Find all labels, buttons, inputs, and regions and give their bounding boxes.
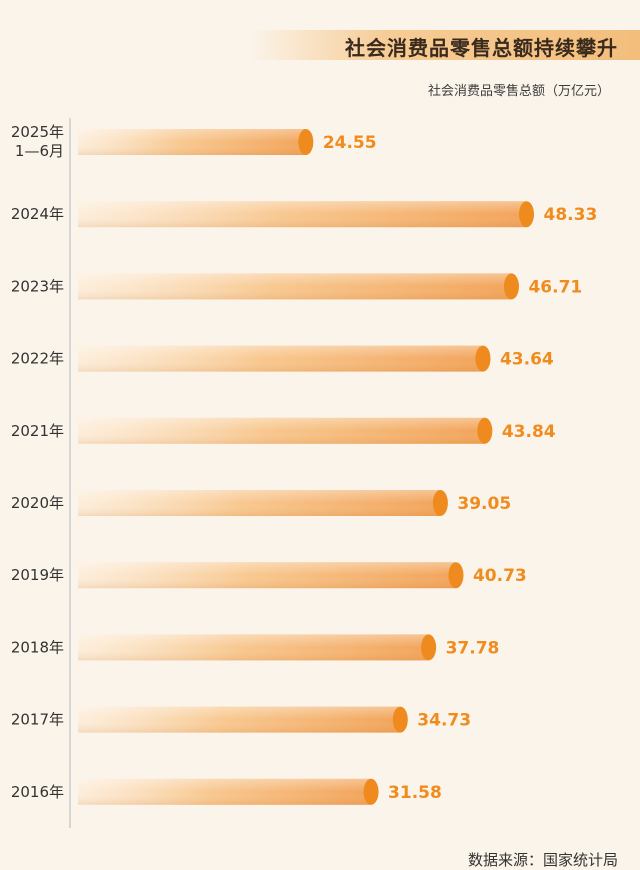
bar-row: 2023年 46.71 [11,273,582,300]
bar-shade [78,273,512,300]
bar-shade [78,778,372,805]
bar-cap [421,634,437,661]
bar-shade [78,417,485,444]
bar-cap [392,706,408,733]
bar-cap [432,490,448,516]
value-label: 24.55 [323,133,377,153]
category-label: 2018年 [11,638,64,656]
bar-cap [475,345,491,372]
category-label: 2025年 1—6月 [11,123,64,160]
category-label: 2024年 [11,205,64,223]
category-label: 2023年 [11,277,64,295]
bar-shade [78,201,527,228]
bar-cap [363,778,379,805]
value-label: 43.84 [502,422,556,442]
bar-shade [78,490,441,516]
bar-row: 2018年 37.78 [11,634,500,661]
value-label: 40.73 [473,566,527,586]
value-label: 37.78 [446,638,500,658]
bar-cap [448,562,464,589]
bar-shade [78,634,429,661]
bar-shade [78,562,456,589]
bar-row: 2017年 34.73 [11,706,471,733]
title-band [250,30,640,60]
bar-shade [78,129,306,155]
value-label: 43.64 [500,350,554,370]
chart-title: 社会消费品零售总额持续攀升 [345,36,618,60]
bar-row: 2022年 43.64 [11,345,554,372]
bar-cap [519,201,535,228]
value-label: 31.58 [388,783,442,803]
unit-label: 社会消费品零售总额（万亿元） [427,84,610,99]
value-label: 34.73 [417,711,471,731]
data-source: 数据来源：国家统计局 [467,851,618,869]
value-label: 48.33 [544,205,598,225]
bar-shade [78,345,483,372]
bar-cap [503,273,519,300]
bar-row: 2024年 48.33 [11,201,598,228]
bar-row: 2016年 31.58 [11,778,442,805]
value-label: 39.05 [457,494,511,514]
category-label: 2016年 [11,783,64,801]
value-label: 46.71 [528,277,582,297]
category-label: 2019年 [11,566,64,584]
bar-shade [78,706,401,733]
bar-cap [298,129,314,155]
category-label: 2020年 [11,494,64,512]
bar-row: 2021年 43.84 [11,417,556,444]
bar-row: 2019年 40.73 [11,562,527,589]
category-label: 2017年 [11,711,64,729]
category-label: 2022年 [11,350,64,368]
category-label: 2021年 [11,422,64,440]
bar-cap [477,417,493,444]
bar-row: 2020年 39.05 [11,490,511,516]
bar-row: 2025年 1—6月 24.55 [11,123,377,160]
